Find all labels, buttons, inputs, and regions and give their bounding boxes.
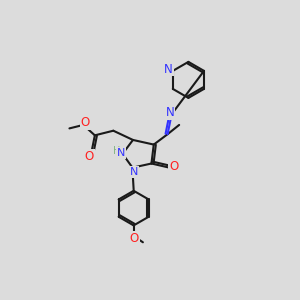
Text: O: O	[130, 232, 139, 245]
Text: O: O	[80, 116, 90, 129]
Text: N: N	[164, 62, 173, 76]
Text: N: N	[166, 106, 174, 119]
Text: H: H	[113, 146, 121, 157]
Text: N: N	[130, 167, 138, 177]
Text: O: O	[84, 150, 94, 163]
Text: O: O	[169, 160, 178, 173]
Text: N: N	[117, 148, 126, 158]
